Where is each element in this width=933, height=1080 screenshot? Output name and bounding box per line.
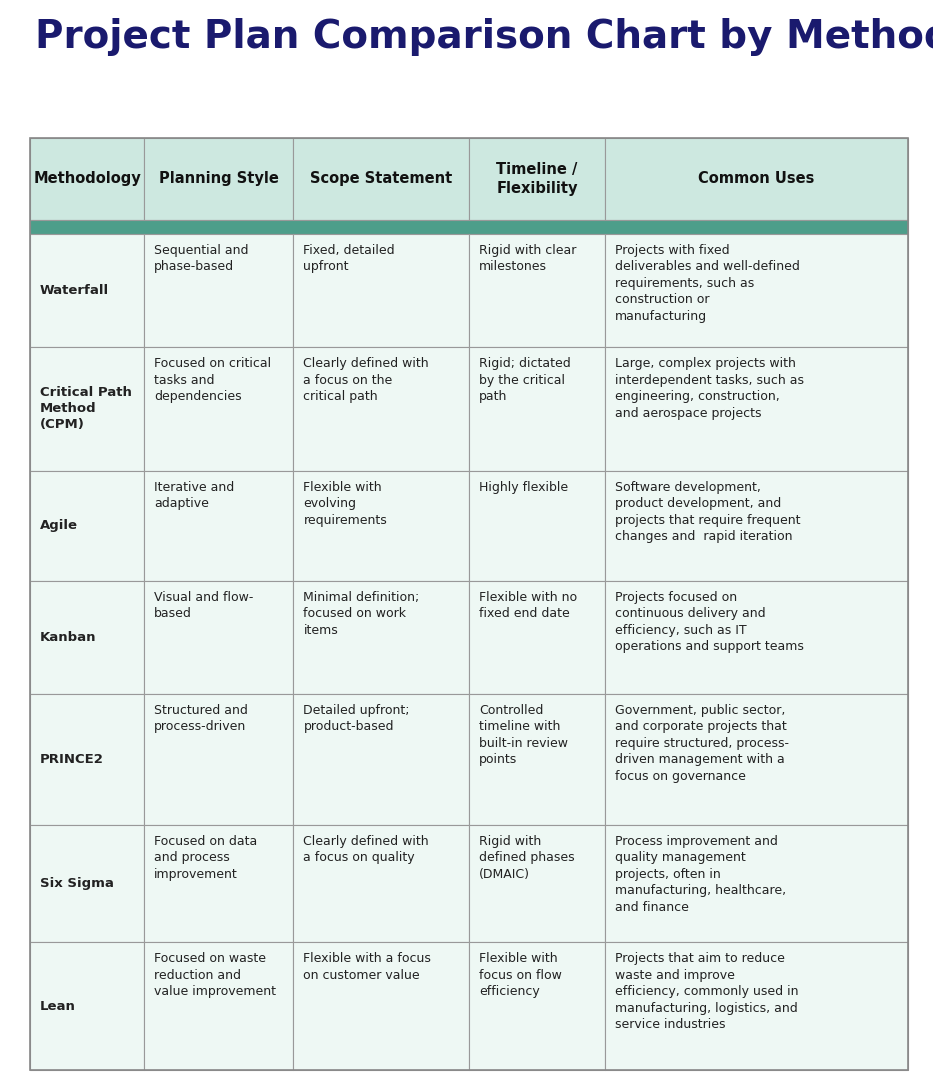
Bar: [293, 138, 469, 220]
Text: Projects that aim to reduce
waste and improve
efficiency, commonly used in
manuf: Projects that aim to reduce waste and im…: [615, 953, 799, 1031]
Bar: [30, 471, 144, 581]
Text: Highly flexible: Highly flexible: [479, 481, 568, 494]
Bar: [606, 581, 908, 694]
Bar: [144, 581, 293, 694]
Text: Agile: Agile: [40, 519, 78, 532]
Bar: [144, 347, 293, 471]
Text: Rigid with clear
milestones: Rigid with clear milestones: [479, 244, 577, 273]
Text: Fixed, detailed
upfront: Fixed, detailed upfront: [303, 244, 395, 273]
Text: Clearly defined with
a focus on the
critical path: Clearly defined with a focus on the crit…: [303, 357, 429, 403]
Text: Flexible with
focus on flow
efficiency: Flexible with focus on flow efficiency: [479, 953, 562, 998]
Bar: [469, 825, 606, 942]
Text: Large, complex projects with
interdependent tasks, such as
engineering, construc: Large, complex projects with interdepend…: [615, 357, 804, 420]
Bar: [606, 138, 908, 220]
Bar: [144, 138, 293, 220]
Text: Flexible with no
fixed end date: Flexible with no fixed end date: [479, 591, 578, 620]
Text: Rigid; dictated
by the critical
path: Rigid; dictated by the critical path: [479, 357, 571, 403]
Bar: [293, 825, 469, 942]
Text: Detailed upfront;
product-based: Detailed upfront; product-based: [303, 704, 410, 733]
Bar: [30, 942, 144, 1070]
Text: Critical Path
Method
(CPM): Critical Path Method (CPM): [40, 387, 132, 431]
Bar: [30, 694, 144, 825]
Bar: [606, 471, 908, 581]
Text: Flexible with
evolving
requirements: Flexible with evolving requirements: [303, 481, 387, 527]
Text: Kanban: Kanban: [40, 631, 96, 644]
Text: Process improvement and
quality management
projects, often in
manufacturing, hea: Process improvement and quality manageme…: [615, 835, 787, 914]
Bar: [606, 825, 908, 942]
Bar: [469, 234, 606, 347]
Bar: [144, 694, 293, 825]
Text: Scope Statement: Scope Statement: [310, 172, 453, 187]
Text: Government, public sector,
and corporate projects that
require structured, proce: Government, public sector, and corporate…: [615, 704, 789, 783]
Text: Projects focused on
continuous delivery and
efficiency, such as IT
operations an: Projects focused on continuous delivery …: [615, 591, 804, 653]
Text: Controlled
timeline with
built-in review
points: Controlled timeline with built-in review…: [479, 704, 568, 767]
Text: Rigid with
defined phases
(DMAIC): Rigid with defined phases (DMAIC): [479, 835, 575, 881]
Bar: [30, 138, 144, 220]
Bar: [469, 347, 606, 471]
Bar: [469, 694, 606, 825]
Text: Focused on critical
tasks and
dependencies: Focused on critical tasks and dependenci…: [154, 357, 272, 403]
Text: Minimal definition;
focused on work
items: Minimal definition; focused on work item…: [303, 591, 420, 637]
Bar: [30, 347, 144, 471]
Bar: [144, 471, 293, 581]
Text: Lean: Lean: [40, 1000, 76, 1013]
Bar: [144, 234, 293, 347]
Text: Visual and flow-
based: Visual and flow- based: [154, 591, 254, 620]
Bar: [469, 138, 606, 220]
Text: Iterative and
adaptive: Iterative and adaptive: [154, 481, 234, 510]
Text: Software development,
product development, and
projects that require frequent
ch: Software development, product developmen…: [615, 481, 801, 543]
Bar: [606, 234, 908, 347]
Text: Six Sigma: Six Sigma: [40, 877, 114, 890]
Bar: [293, 471, 469, 581]
Text: Methodology: Methodology: [34, 172, 141, 187]
Bar: [293, 234, 469, 347]
Bar: [293, 942, 469, 1070]
Bar: [30, 220, 908, 234]
Bar: [30, 825, 144, 942]
Bar: [30, 581, 144, 694]
Text: Clearly defined with
a focus on quality: Clearly defined with a focus on quality: [303, 835, 429, 864]
Text: Project Plan Comparison Chart by Methodology: Project Plan Comparison Chart by Methodo…: [35, 18, 933, 56]
Bar: [293, 694, 469, 825]
Text: Projects with fixed
deliverables and well-defined
requirements, such as
construc: Projects with fixed deliverables and wel…: [615, 244, 800, 323]
Text: Common Uses: Common Uses: [699, 172, 815, 187]
Text: Flexible with a focus
on customer value: Flexible with a focus on customer value: [303, 953, 431, 982]
Text: Focused on data
and process
improvement: Focused on data and process improvement: [154, 835, 258, 881]
Text: Focused on waste
reduction and
value improvement: Focused on waste reduction and value imp…: [154, 953, 276, 998]
Bar: [144, 825, 293, 942]
Bar: [293, 581, 469, 694]
Bar: [144, 942, 293, 1070]
Text: Planning Style: Planning Style: [159, 172, 279, 187]
Bar: [469, 471, 606, 581]
Bar: [469, 942, 606, 1070]
Text: Timeline /
Flexibility: Timeline / Flexibility: [496, 162, 578, 195]
Text: Structured and
process-driven: Structured and process-driven: [154, 704, 248, 733]
Bar: [606, 942, 908, 1070]
Bar: [293, 347, 469, 471]
Text: Sequential and
phase-based: Sequential and phase-based: [154, 244, 248, 273]
Text: PRINCE2: PRINCE2: [40, 753, 104, 766]
Text: Waterfall: Waterfall: [40, 284, 109, 297]
Bar: [30, 234, 144, 347]
Bar: [606, 694, 908, 825]
Bar: [469, 581, 606, 694]
Bar: [30, 138, 908, 1070]
Bar: [606, 347, 908, 471]
